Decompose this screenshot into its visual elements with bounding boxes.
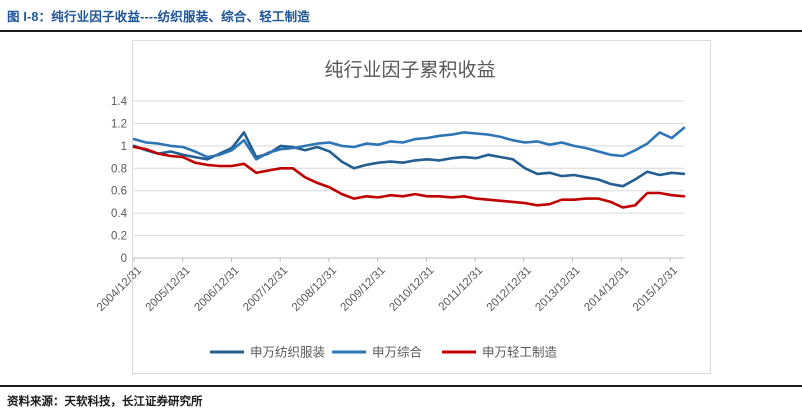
y-tick-label: 0.6 [111,186,127,198]
y-tick-label: 1 [121,141,127,153]
axis-labels: 0 0.2 0.4 0.6 0.8 1 1.2 1.4 2004/12/31 2005/12/31… [95,96,680,314]
x-tick-label: 2008/12/31 [290,265,339,314]
chart-legend: 申万纺织服装 申万综合 申万轻工制造 [210,345,558,360]
x-axis [133,257,684,262]
x-tick-label: 2012/12/31 [485,265,534,314]
x-tick-label: 2013/12/31 [533,265,582,314]
footer-divider [0,385,802,387]
x-tick-label: 2015/12/31 [631,265,680,314]
x-tick-label: 2009/12/31 [339,265,388,314]
header-divider [0,30,802,32]
y-tick-label: 1.4 [111,96,128,108]
legend-label-composite: 申万综合 [372,345,423,360]
y-tick-label: 0.2 [111,231,127,243]
x-tick-label: 2014/12/31 [582,265,631,314]
series-line-2 [132,145,686,209]
y-tick-label: 0.8 [111,163,127,175]
y-tick-label: 0 [121,253,127,265]
legend-label-textile: 申万纺织服装 [250,346,325,360]
series-line-1 [132,126,686,161]
x-tick-label: 2007/12/31 [241,265,290,314]
legend-label-lightindustry: 申万轻工制造 [482,346,558,360]
x-tick-label: 2006/12/31 [192,265,241,314]
y-tick-label: 1.2 [111,118,127,130]
x-tick-label: 2011/12/31 [437,265,486,314]
chart-title: 纯行业因子累积收益 [324,59,495,81]
source-note: 资料来源：天软科技，长江证券研究所 [7,396,203,408]
series-line-0 [132,131,686,188]
gridlines [134,100,684,237]
chart-frame-border [132,40,711,374]
x-tick-label: 2005/12/31 [144,265,193,314]
x-tick-label: 2004/12/31 [95,265,144,314]
x-tick-label: 2010/12/31 [387,265,436,314]
data-series [132,126,686,209]
figure-caption: 图 I-8：纯行业因子收益----纺织服装、综合、轻工制造 [7,10,311,24]
y-tick-label: 0.4 [111,208,128,220]
